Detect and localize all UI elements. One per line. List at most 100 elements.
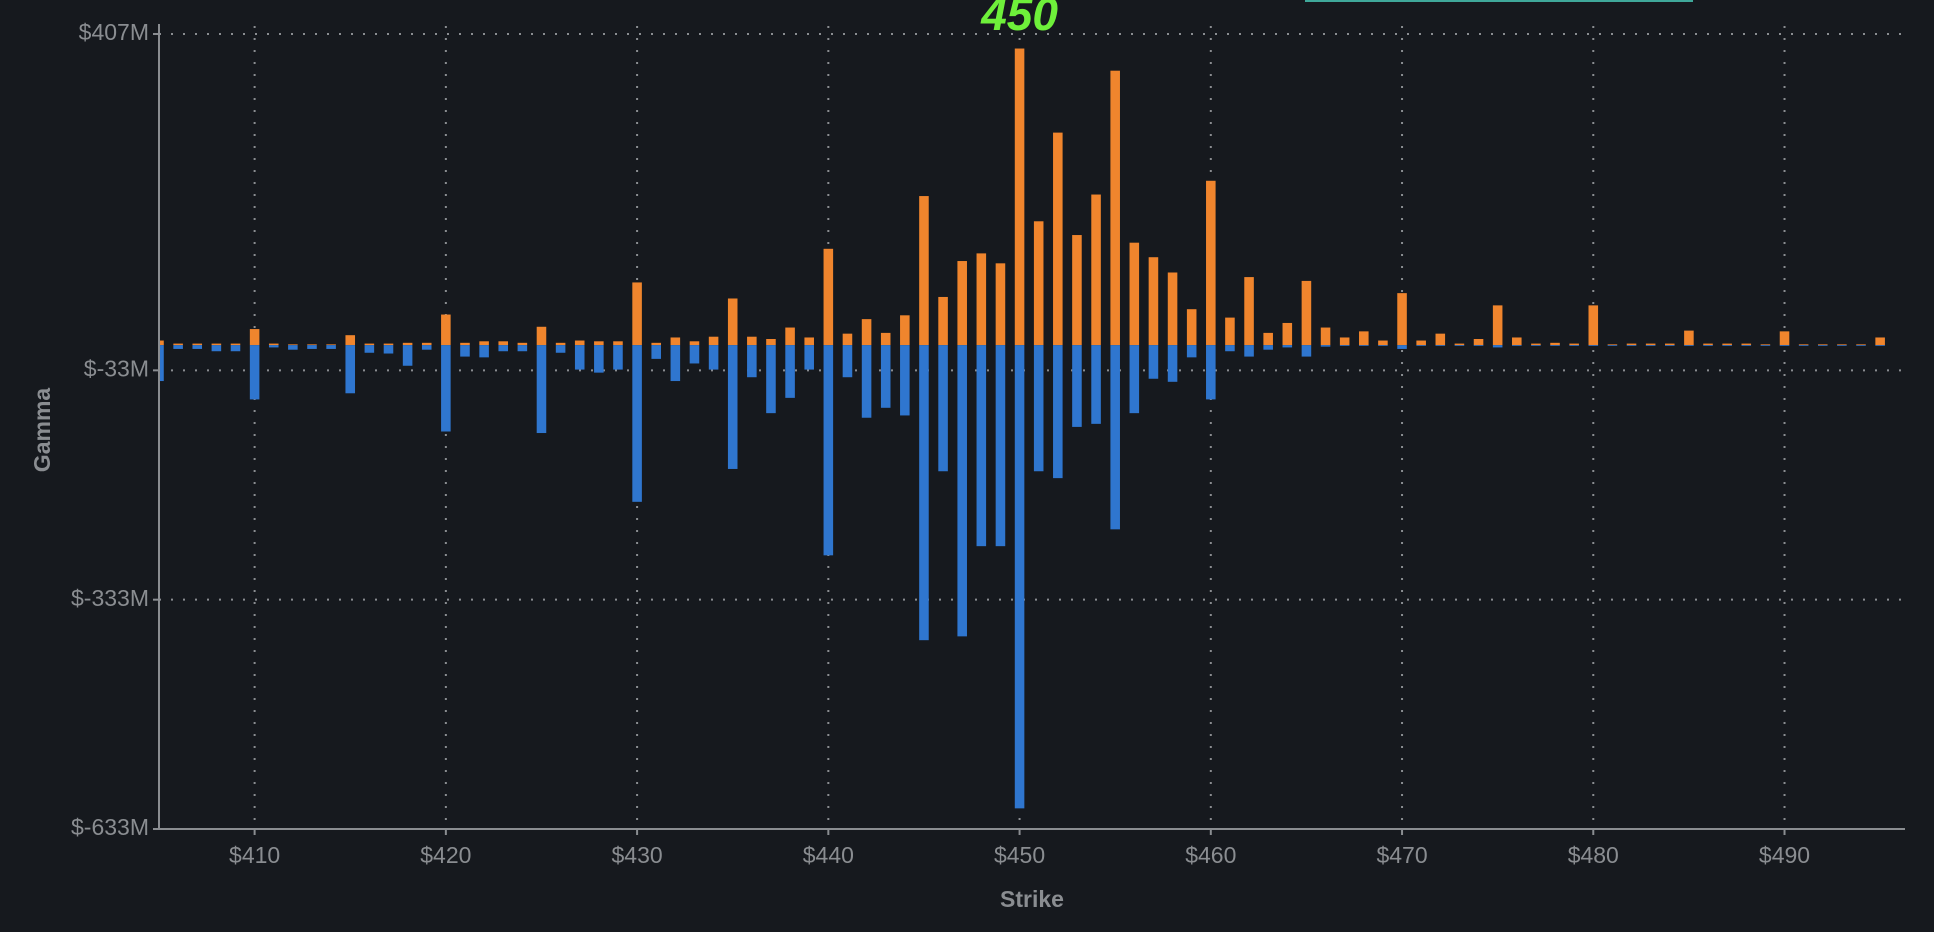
bar: [1397, 293, 1407, 346]
bar: [1760, 345, 1771, 346]
bar: [498, 345, 509, 352]
x-tick-label: $450: [994, 842, 1045, 868]
bar: [1033, 345, 1044, 472]
bar: [159, 345, 164, 382]
bar: [1473, 345, 1484, 346]
bar: [613, 345, 623, 370]
bar: [517, 342, 528, 346]
bar: [1512, 337, 1522, 346]
bar: [1435, 345, 1446, 346]
bar: [1569, 345, 1579, 346]
bar: [249, 345, 260, 400]
bar: [1282, 345, 1293, 348]
bar: [1454, 345, 1465, 346]
bar: [1626, 343, 1637, 346]
bar: [1741, 343, 1752, 346]
bar: [517, 345, 528, 352]
bar: [689, 345, 700, 364]
bar: [364, 343, 375, 346]
bar: [1817, 344, 1828, 346]
bar: [1664, 345, 1675, 346]
bar: [192, 343, 203, 346]
bar: [421, 342, 432, 346]
bar: [1722, 343, 1732, 346]
bar: [326, 344, 336, 346]
bar: [1186, 309, 1197, 346]
bar: [1167, 345, 1178, 382]
bar: [574, 345, 585, 370]
bar: [479, 345, 489, 358]
bar: [804, 337, 814, 346]
bar: [345, 345, 356, 394]
bar: [173, 343, 183, 346]
bar: [1225, 317, 1235, 346]
bar: [727, 298, 738, 346]
bar: [1263, 345, 1273, 350]
bar: [708, 336, 719, 346]
bar: [632, 282, 642, 346]
bar: [1684, 345, 1694, 346]
bar: [460, 345, 470, 357]
bar: [842, 333, 853, 346]
bar: [651, 345, 661, 359]
y-tick-label: $-333M: [71, 585, 149, 611]
x-axis-label: Strike: [1000, 886, 1064, 912]
bar: [880, 332, 891, 346]
bar: [1263, 332, 1273, 346]
bar: [1378, 345, 1388, 346]
bar: [938, 345, 948, 472]
bar: [823, 345, 834, 556]
bar: [460, 342, 470, 346]
bar: [1225, 345, 1235, 352]
bar: [1741, 345, 1752, 346]
bar: [1607, 344, 1618, 346]
bar: [230, 343, 241, 346]
x-tick-label: $440: [803, 842, 854, 868]
bar: [957, 345, 967, 637]
bar: [804, 345, 814, 370]
bar: [957, 261, 967, 346]
bar: [1856, 345, 1866, 346]
bar: [1588, 345, 1599, 346]
bar: [727, 345, 738, 469]
bar: [307, 345, 317, 349]
bar: [1435, 333, 1446, 346]
bar: [976, 253, 987, 346]
bar: [842, 345, 853, 378]
bar: [1875, 345, 1885, 346]
bar: [747, 336, 757, 346]
x-tick-label: $430: [612, 842, 663, 868]
bar: [1186, 345, 1197, 358]
bar: [1569, 343, 1579, 346]
bar: [307, 344, 317, 346]
bar: [288, 345, 298, 350]
bar: [364, 345, 375, 353]
bar: [1359, 345, 1369, 346]
bar: [632, 345, 642, 502]
bar: [785, 327, 795, 346]
bar: [211, 343, 222, 346]
bar: [613, 341, 623, 346]
bar: [1359, 331, 1369, 346]
bar: [900, 345, 910, 416]
bar: [1473, 339, 1484, 346]
bar: [1110, 345, 1120, 530]
bar: [268, 345, 279, 348]
bar: [1416, 340, 1426, 346]
bar: [747, 345, 757, 378]
bar: [1703, 345, 1713, 346]
strike-annotation: 450: [980, 0, 1058, 40]
bar: [1492, 345, 1503, 348]
bar: [1129, 345, 1140, 414]
bar: [1664, 343, 1675, 346]
bar: [1626, 345, 1637, 346]
bar: [441, 345, 451, 432]
bar: [1014, 48, 1025, 346]
bar: [670, 337, 681, 346]
bar: [995, 345, 1006, 547]
bar: [1014, 345, 1025, 809]
bar: [192, 345, 203, 349]
bar: [651, 342, 661, 346]
bar: [1531, 345, 1541, 346]
